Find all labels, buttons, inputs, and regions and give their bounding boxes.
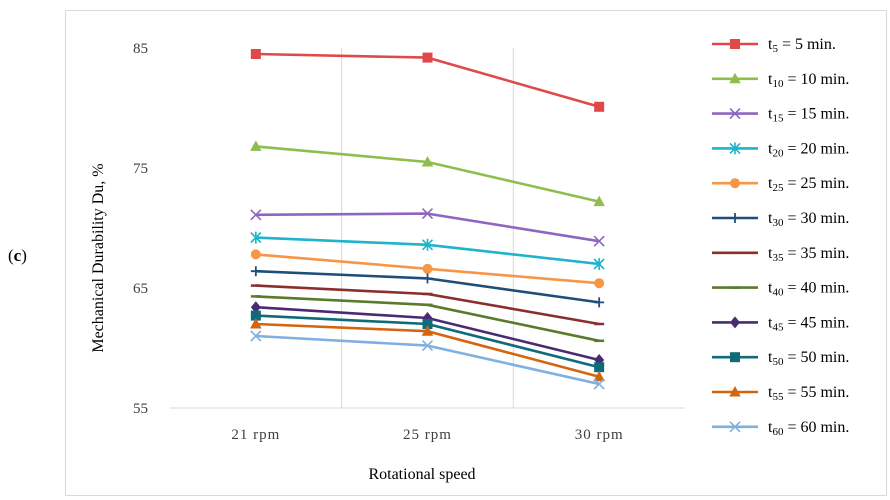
series-40 xyxy=(250,295,605,343)
panel-label-letter: c xyxy=(13,246,22,265)
series-5 xyxy=(250,49,605,112)
y-tick-label: 85 xyxy=(133,41,148,57)
series-marker xyxy=(593,258,605,270)
legend-item-10[interactable]: t10 = 10 min. xyxy=(712,71,849,90)
legend-item-35[interactable]: t35 = 35 min. xyxy=(712,245,849,264)
chart-frame xyxy=(65,10,887,496)
series-marker xyxy=(730,213,740,223)
series-marker xyxy=(250,231,262,244)
series-marker xyxy=(250,310,261,321)
series-marker xyxy=(593,235,605,247)
series-35 xyxy=(250,284,605,326)
series-marker xyxy=(250,249,261,260)
series-marker xyxy=(730,178,740,189)
legend-item-30[interactable]: t30 = 30 min. xyxy=(712,210,849,229)
legend[interactable]: t5 = 5 min. t10 = 10 min. t15 = 15 min. t20… xyxy=(712,36,849,438)
x-axis-title: Rotational speed xyxy=(368,466,475,483)
legend-label: t5 = 5 min. xyxy=(768,36,836,55)
legend-label: t35 = 35 min. xyxy=(768,245,849,264)
series-marker xyxy=(421,156,434,167)
series-marker xyxy=(421,325,434,336)
series-line xyxy=(255,212,600,243)
x-tick-label: 30 rpm xyxy=(575,427,624,443)
series-15 xyxy=(250,208,605,247)
series-20 xyxy=(250,231,605,270)
panel-label: (c) xyxy=(8,246,27,265)
series-marker xyxy=(594,297,605,308)
series-marker xyxy=(730,352,740,363)
legend-item-40[interactable]: t40 = 40 min. xyxy=(712,280,849,299)
axes: 55 65 75 85 21 rpm 25 rpm 30 rpm xyxy=(133,41,685,443)
series-marker xyxy=(250,140,262,151)
series-55 xyxy=(250,318,605,382)
x-tick-label: 21 rpm xyxy=(231,427,280,443)
grid-lines xyxy=(341,48,514,408)
series-marker xyxy=(422,319,433,329)
x-tick-label: 25 rpm xyxy=(403,427,452,443)
y-axis-title: Mechanical Durability Du, % xyxy=(90,163,107,352)
series-marker xyxy=(250,266,261,277)
series-marker xyxy=(594,101,605,112)
series-marker xyxy=(729,421,741,433)
series-marker xyxy=(729,386,741,397)
series-marker xyxy=(422,52,433,63)
y-tick-label: 75 xyxy=(133,161,148,177)
legend-item-50[interactable]: t50 = 50 min. xyxy=(712,349,849,368)
legend-label: t20 = 20 min. xyxy=(768,140,849,159)
legend-label: t15 = 15 min. xyxy=(768,106,849,125)
series-layer xyxy=(250,49,605,390)
legend-label: t25 = 25 min. xyxy=(768,175,849,194)
series-25 xyxy=(250,249,605,289)
legend-item-20[interactable]: t20 = 20 min. xyxy=(712,140,849,159)
series-marker xyxy=(594,278,605,289)
series-marker xyxy=(422,273,433,284)
series-50 xyxy=(250,310,605,373)
legend-label: t45 = 45 min. xyxy=(768,314,849,333)
legend-item-5[interactable]: t5 = 5 min. xyxy=(712,36,836,55)
legend-label: t10 = 10 min. xyxy=(768,71,849,90)
y-tick-label: 65 xyxy=(133,281,148,297)
legend-label: t55 = 55 min. xyxy=(768,384,849,403)
series-marker xyxy=(730,316,740,329)
legend-label: t30 = 30 min. xyxy=(768,210,849,229)
legend-item-60[interactable]: t60 = 60 min. xyxy=(712,419,849,438)
legend-item-55[interactable]: t55 = 55 min. xyxy=(712,384,849,403)
series-line xyxy=(255,145,600,203)
legend-item-45[interactable]: t45 = 45 min. xyxy=(712,314,849,333)
series-30 xyxy=(250,266,605,308)
series-marker xyxy=(593,195,605,207)
legend-label: t40 = 40 min. xyxy=(768,280,849,299)
series-marker xyxy=(593,370,605,382)
y-tick-label: 55 xyxy=(133,401,148,417)
series-marker xyxy=(422,263,433,274)
series-10 xyxy=(250,140,605,207)
legend-item-25[interactable]: t25 = 25 min. xyxy=(712,175,849,194)
series-marker xyxy=(250,301,261,314)
series-marker xyxy=(250,330,262,342)
series-marker xyxy=(250,209,262,221)
series-line xyxy=(255,334,600,386)
series-marker xyxy=(421,340,434,352)
series-marker xyxy=(729,142,741,155)
series-marker xyxy=(729,72,741,84)
series-marker xyxy=(250,318,262,329)
legend-label: t50 = 50 min. xyxy=(768,349,849,368)
series-marker xyxy=(730,39,740,49)
legend-item-15[interactable]: t15 = 15 min. xyxy=(712,106,849,125)
series-marker xyxy=(729,108,741,120)
series-marker xyxy=(250,49,261,59)
series-marker xyxy=(421,238,434,251)
series-60 xyxy=(250,330,605,390)
series-marker xyxy=(594,362,605,373)
legend-label: t60 = 60 min. xyxy=(768,419,849,438)
series-marker xyxy=(593,378,605,390)
series-marker xyxy=(421,208,434,220)
